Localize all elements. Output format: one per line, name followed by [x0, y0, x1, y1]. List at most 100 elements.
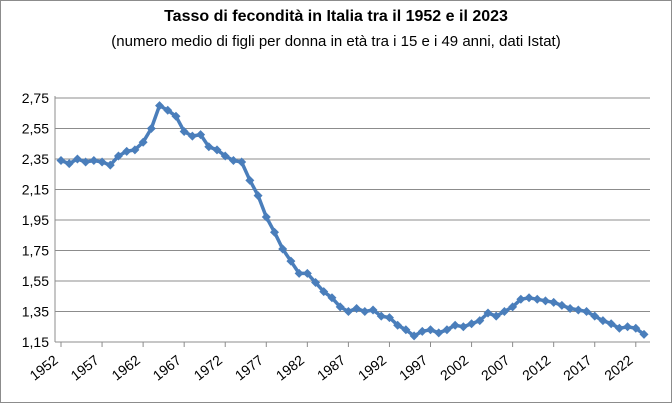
data-point: [450, 320, 460, 330]
data-point: [598, 316, 608, 326]
data-point: [491, 311, 501, 321]
data-point: [573, 305, 583, 315]
data-point: [261, 212, 271, 222]
data-point: [590, 311, 600, 321]
data-point: [311, 278, 321, 288]
x-tick-label: 1952: [26, 352, 61, 384]
data-point: [89, 156, 99, 166]
data-point: [549, 297, 559, 307]
data-point: [343, 307, 353, 316]
data-point: [196, 130, 206, 140]
data-point: [81, 157, 91, 167]
y-tick-label: 1,75: [22, 243, 49, 259]
data-point: [220, 151, 230, 161]
data-point: [442, 325, 452, 335]
data-point: [417, 326, 427, 336]
data-point: [163, 105, 173, 115]
data-point: [155, 101, 165, 111]
y-tick-label: 1,55: [22, 273, 49, 289]
data-point: [187, 131, 197, 141]
data-point: [97, 157, 107, 167]
data-point: [335, 302, 345, 312]
data-point: [532, 294, 542, 304]
x-tick-label: 1982: [273, 352, 308, 384]
data-point: [245, 175, 255, 185]
data-point: [105, 160, 115, 170]
data-point: [508, 302, 518, 312]
data-point: [237, 157, 247, 167]
data-point: [122, 146, 132, 156]
data-point: [368, 305, 378, 315]
data-point: [319, 287, 329, 297]
data-point: [64, 159, 74, 169]
data-point: [384, 313, 394, 323]
data-point: [483, 308, 493, 318]
x-tick-label: 1967: [150, 352, 185, 384]
x-tick-label: 1977: [232, 352, 267, 384]
data-point: [475, 316, 485, 326]
data-point: [138, 137, 148, 147]
data-point: [302, 268, 312, 278]
y-tick-labels: 1,15 1,35 1,55 1,75 1,95 2,15 2,35 2,55 2,75: [22, 90, 49, 350]
data-point: [146, 124, 156, 133]
y-tick-label: 1,95: [22, 212, 49, 228]
x-tick-label: 2017: [560, 352, 595, 384]
data-point: [179, 127, 189, 137]
data-point: [360, 307, 370, 316]
y-tick-label: 2,55: [22, 121, 49, 137]
data-point: [557, 300, 567, 310]
x-tick-label: 1957: [68, 352, 103, 384]
data-point: [565, 303, 575, 313]
data-point: [253, 191, 263, 201]
gridlines: [55, 97, 650, 312]
data-point: [294, 268, 304, 278]
data-point: [327, 293, 337, 303]
axes: [54, 96, 650, 347]
data-point: [72, 154, 82, 164]
data-point: [516, 294, 526, 304]
x-tick-label: 1987: [314, 352, 349, 384]
chart-title: Tasso di fecondità in Italia tra il 1952…: [164, 8, 508, 25]
data-point: [631, 323, 641, 333]
data-point: [426, 325, 436, 335]
x-tick-label: 2022: [601, 352, 636, 384]
data-point: [458, 322, 468, 332]
data-point: [56, 156, 66, 166]
data-point: [130, 145, 140, 155]
data-point: [623, 322, 633, 332]
data-point: [228, 156, 238, 166]
data-point: [204, 142, 214, 152]
x-tick-labels: 1952 1957 1962 1967 1972 1977 1982 1987 1992 1997…: [26, 352, 635, 384]
data-point: [540, 296, 550, 306]
y-tick-label: 2,35: [22, 151, 49, 167]
data-point: [499, 307, 509, 316]
data-point: [606, 319, 616, 329]
y-tick-label: 1,35: [22, 304, 49, 320]
data-point: [434, 328, 444, 338]
data-point: [614, 323, 624, 333]
data-point: [278, 244, 288, 254]
y-tick-label: 2,75: [22, 90, 49, 106]
x-tick-label: 1972: [191, 352, 226, 384]
x-tick-label: 2007: [478, 352, 513, 384]
data-point: [269, 227, 279, 237]
data-point: [352, 303, 362, 313]
x-tick-label: 2012: [519, 352, 554, 384]
series-group: [56, 101, 649, 341]
data-point: [582, 307, 592, 316]
data-point: [639, 329, 649, 339]
data-point: [393, 320, 403, 330]
data-point: [171, 111, 181, 121]
y-tick-label: 2,15: [22, 182, 49, 198]
data-point: [113, 151, 123, 161]
data-point: [409, 331, 419, 341]
y-tick-label: 1,15: [22, 334, 49, 350]
x-tick-label: 1992: [355, 352, 390, 384]
data-point: [401, 325, 411, 335]
data-point: [467, 319, 477, 329]
chart-subtitle: (numero medio di figli per donna in età …: [111, 33, 561, 50]
data-point: [376, 311, 386, 321]
data-point: [212, 145, 222, 155]
x-tick-label: 1962: [109, 352, 144, 384]
